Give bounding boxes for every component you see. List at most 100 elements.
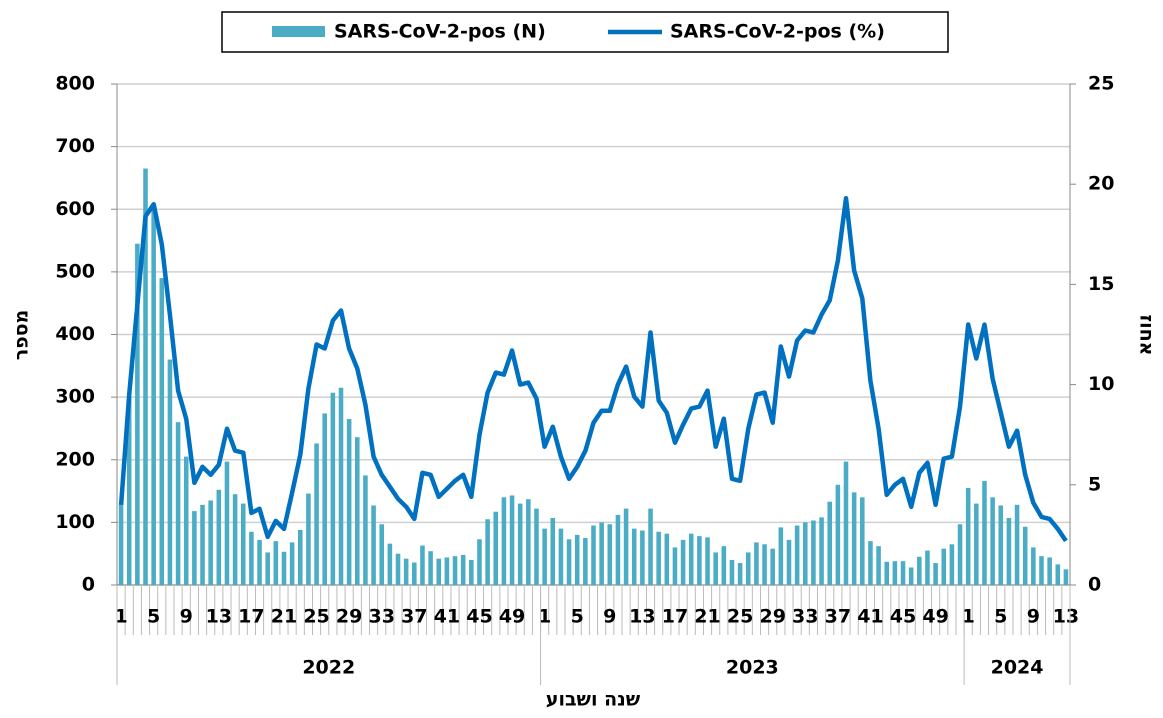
bar xyxy=(175,422,181,585)
x-tick-label: 13 xyxy=(1053,606,1079,628)
bar xyxy=(574,534,580,585)
y-tick-label: 600 xyxy=(55,198,95,220)
y-tick-label: 400 xyxy=(55,323,95,345)
bar xyxy=(118,503,124,585)
bar xyxy=(403,558,409,585)
bar xyxy=(974,503,979,585)
legend-label: SARS-CoV-2-pos (%) xyxy=(670,21,885,43)
bar xyxy=(892,561,898,585)
bar xyxy=(599,522,604,585)
bar xyxy=(216,489,222,585)
bar xyxy=(990,497,995,585)
bar xyxy=(1031,547,1036,585)
bar xyxy=(371,505,376,585)
bar xyxy=(770,548,775,585)
x-tick-label: 49 xyxy=(499,606,525,628)
bar xyxy=(509,495,515,585)
bar xyxy=(729,559,735,585)
bar xyxy=(1039,556,1044,585)
legend-box xyxy=(221,11,949,53)
bar xyxy=(322,413,327,585)
bar xyxy=(208,500,213,585)
y-tick-label: 300 xyxy=(55,386,95,408)
bar xyxy=(355,437,360,585)
bar xyxy=(908,567,914,585)
bar xyxy=(306,493,311,585)
bar xyxy=(1055,564,1061,585)
x-group-label: 2022 xyxy=(302,657,355,679)
bar xyxy=(591,525,596,585)
bar xyxy=(167,359,173,585)
bar xyxy=(281,551,287,585)
bar xyxy=(566,539,572,585)
bar xyxy=(941,548,947,585)
bar xyxy=(762,544,767,585)
bar xyxy=(1006,517,1012,585)
y2-tick-label: 10 xyxy=(1088,373,1114,395)
bar xyxy=(745,552,751,585)
bar xyxy=(420,545,425,585)
bar xyxy=(297,529,303,585)
bar xyxy=(623,508,629,585)
bar xyxy=(1047,557,1052,585)
bar xyxy=(949,544,955,585)
bar xyxy=(640,530,645,585)
bar xyxy=(672,547,678,585)
bar xyxy=(273,541,279,585)
x-group-label: 2023 xyxy=(726,657,779,679)
x-tick-label: 21 xyxy=(271,606,297,628)
y2-tick-label: 25 xyxy=(1088,73,1114,95)
bar xyxy=(363,475,368,585)
bar xyxy=(900,561,906,585)
bar xyxy=(688,533,694,585)
x-tick-label: 9 xyxy=(603,606,616,628)
x-tick-label: 49 xyxy=(922,606,948,628)
y-tick-label: 800 xyxy=(55,73,95,95)
bar xyxy=(387,543,393,585)
bar xyxy=(338,387,344,585)
x-tick-label: 5 xyxy=(571,606,584,628)
bar xyxy=(664,533,670,585)
bar xyxy=(835,484,841,585)
bar xyxy=(534,508,539,585)
x-tick-label: 17 xyxy=(662,606,688,628)
x-tick-label: 29 xyxy=(759,606,785,628)
bar xyxy=(754,542,759,585)
bar xyxy=(680,539,686,585)
bar xyxy=(526,499,531,585)
bar xyxy=(346,419,352,585)
bar xyxy=(794,525,800,585)
bar xyxy=(159,278,165,585)
bar xyxy=(240,503,246,585)
bar xyxy=(737,563,743,585)
y-tick-label: 100 xyxy=(55,511,95,533)
x-tick-label: 41 xyxy=(857,606,883,628)
bar xyxy=(917,556,922,585)
bar xyxy=(1063,569,1069,585)
bar xyxy=(811,520,816,585)
bar xyxy=(151,209,156,585)
bar xyxy=(607,524,613,585)
x-tick-label: 45 xyxy=(890,606,916,628)
bar xyxy=(827,501,832,585)
bar xyxy=(778,527,784,585)
bar xyxy=(330,392,336,585)
bar xyxy=(860,497,865,585)
y-tick-label: 200 xyxy=(55,448,95,470)
x-tick-label: 5 xyxy=(994,606,1007,628)
bar xyxy=(1014,504,1020,585)
bar xyxy=(517,503,523,585)
x-tick-label: 9 xyxy=(1027,606,1040,628)
y-tick-label: 500 xyxy=(55,260,95,282)
x-axis-title: שנה ושבוע xyxy=(546,689,641,711)
x-tick-label: 25 xyxy=(727,606,753,628)
bar xyxy=(477,539,482,585)
bar xyxy=(583,538,588,585)
bar xyxy=(1022,526,1028,585)
bar xyxy=(656,531,661,585)
x-tick-label: 29 xyxy=(336,606,362,628)
x-tick-label: 33 xyxy=(368,606,394,628)
bar xyxy=(705,537,710,585)
bar xyxy=(436,558,442,585)
